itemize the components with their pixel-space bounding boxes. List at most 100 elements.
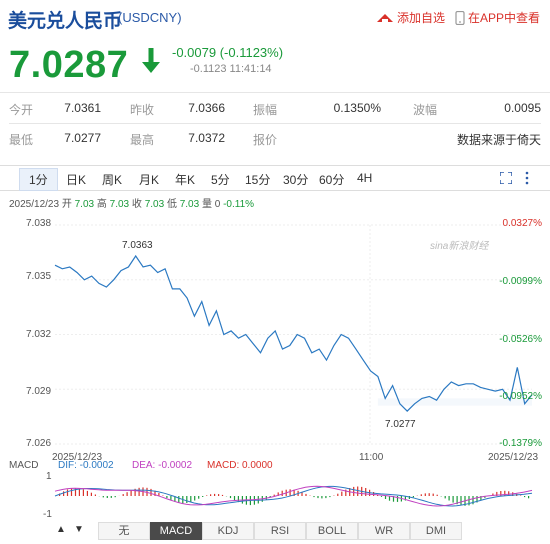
macd-bar [317,496,319,499]
macd-bar [321,496,323,499]
scroll-down-icon[interactable]: ▼ [74,524,84,535]
add-watchlist-icon [377,13,393,23]
pct-tick: -0.0526% [499,334,542,345]
candle-high-label: 高 [96,199,107,210]
macd-bar [221,494,224,496]
amplitude-label: 振幅 [253,103,278,117]
indicator-kdj-button[interactable]: KDJ [202,522,254,540]
macd-bar [106,496,108,498]
indicator-dmi-button[interactable]: DMI [410,522,462,540]
macd-bar [126,492,128,496]
indicator-rsi-button[interactable]: RSI [254,522,306,540]
macd-bar [476,496,478,503]
macd-bar [480,496,482,501]
watermark-logo: sina新浪财经 [430,241,489,252]
candle-close-value: 7.03 [144,199,165,210]
tab-weekly[interactable]: 周K [102,173,123,187]
tab-30min[interactable]: 30分 [283,173,309,187]
macd-bar [337,493,339,496]
macd-bar [456,496,458,505]
macd-bar [94,494,96,496]
macd-bar [396,496,399,502]
macd-bar [345,489,347,496]
macd-bottom-tick: -1 [43,509,52,520]
indicator-wr-button[interactable]: WR [358,522,410,540]
open-in-app-label: 在APP中查看 [468,11,541,25]
y-tick: 7.032 [26,329,52,340]
macd-bar [74,488,77,496]
tab-4h[interactable]: 4H [357,171,373,185]
indicator-macd-button[interactable]: MACD [150,522,202,540]
macd-bar [237,496,239,503]
quote-label: 报价 [253,133,278,147]
price-chart[interactable] [0,210,550,455]
candle-open-label: 开 [61,199,72,210]
macd-bar [528,496,530,499]
y-tick: 7.026 [26,438,52,449]
macd-bar [114,496,116,498]
open-label: 今开 [9,103,34,117]
open-value: 7.0361 [64,101,101,115]
macd-bar [110,496,112,498]
range-label: 波幅 [413,103,438,117]
macd-bar [146,487,148,496]
pct-tick: 0.0327% [502,218,542,229]
open-in-app-button[interactable]: 在APP中查看 [455,9,540,26]
macd-bar [190,496,192,502]
macd-bar [233,496,236,501]
high-value: 7.0372 [188,131,225,145]
macd-bar [432,493,434,496]
macd-bar [154,490,156,496]
macd-bar [436,494,438,496]
macd-bar [269,496,271,497]
range-value: 0.0095 [504,101,541,115]
fullscreen-icon[interactable] [500,172,512,184]
macd-bar [313,496,315,498]
x-tick: 2025/12/23 [488,452,539,463]
tab-15min[interactable]: 15分 [245,173,271,187]
macd-bar [293,489,295,496]
update-time: -0.1123 11:41:14 [190,63,272,75]
indicator-none-button[interactable]: 无 [98,522,150,540]
period-tabs: 1分 日K 周K 月K 年K 5分 15分 30分 60分 4H [0,165,550,191]
dea-value: DEA: -0.0002 [132,460,193,471]
high-label: 最高 [130,133,155,147]
macd-bar [63,491,65,496]
tab-5min[interactable]: 5分 [211,173,230,187]
tab-monthly[interactable]: 月K [139,173,160,187]
candle-date: 2025/12/23 [9,199,60,210]
high-annotation: 7.0363 [122,240,153,251]
macd-bar [174,496,176,502]
macd-bar [82,489,84,496]
macd-bar [122,494,124,496]
tab-daily[interactable]: 日K [66,173,87,187]
macd-bar [504,490,506,496]
candle-volume-label: 量 [201,199,212,210]
stock-name: 美元兑人民币 [8,11,123,32]
macd-bar [448,496,450,501]
macd-bar [158,493,160,496]
tab-1min[interactable]: 1分 [19,168,58,191]
candle-open-value: 7.03 [74,199,95,210]
macd-bar [277,492,279,496]
indicator-boll-button[interactable]: BOLL [306,522,358,540]
scroll-up-icon[interactable]: ▲ [56,524,66,535]
tab-60min[interactable]: 60分 [319,173,345,187]
candle-high-value: 7.03 [109,199,130,210]
y-tick: 7.029 [26,386,52,397]
dif-value: DIF: -0.0002 [58,460,114,471]
macd-bar [500,491,502,496]
more-menu-icon[interactable] [525,171,529,185]
macd-bar [138,487,140,496]
macd-bar [214,493,216,496]
macd-bar [130,490,132,496]
add-watchlist-button[interactable]: 添加自选 [376,9,445,26]
macd-bar [186,496,188,503]
tab-yearly[interactable]: 年K [175,173,196,187]
macd-bar [460,496,462,506]
macd-bar [102,496,104,498]
low-label: 最低 [9,133,34,147]
macd-bar [508,491,510,496]
candle-low-label: 低 [166,199,177,210]
low-value: 7.0277 [64,131,101,145]
